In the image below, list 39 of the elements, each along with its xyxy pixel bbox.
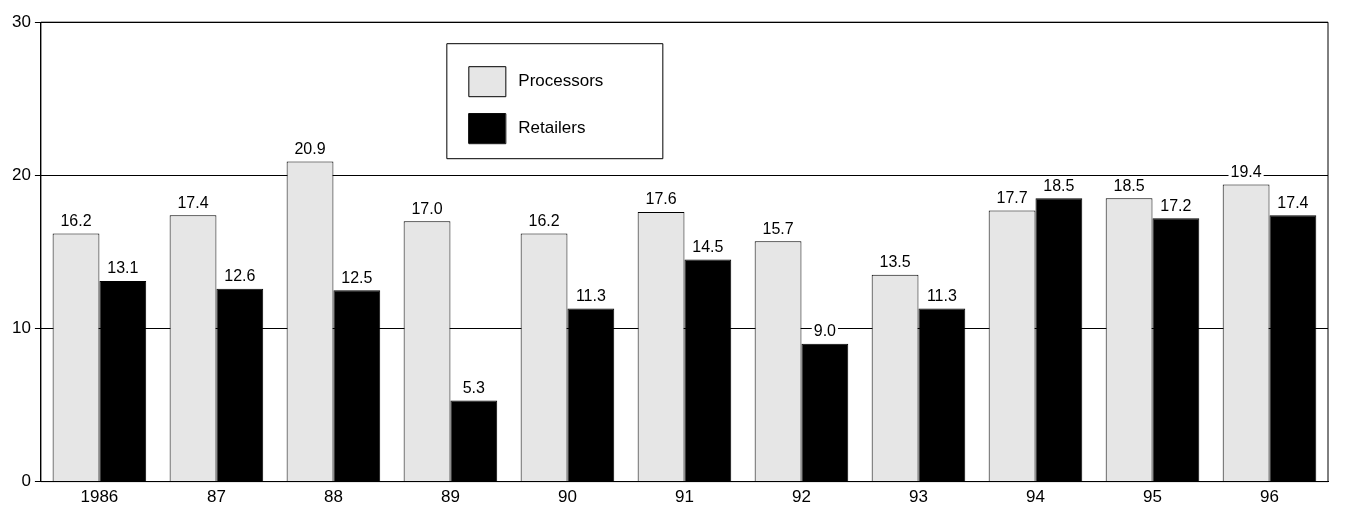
data-label: 17.6 bbox=[645, 190, 677, 208]
y-tick-label: 10 bbox=[11, 318, 31, 338]
x-tick-label: 95 bbox=[1143, 487, 1162, 507]
data-label: 17.0 bbox=[411, 199, 443, 217]
data-label: 11.3 bbox=[926, 286, 957, 304]
data-label: 12.6 bbox=[224, 267, 256, 285]
data-label: 14.5 bbox=[692, 237, 724, 255]
x-tick-label: 93 bbox=[909, 487, 928, 507]
data-label: 15.7 bbox=[762, 219, 794, 237]
data-label: 18.5 bbox=[1113, 176, 1145, 194]
x-tick-label: 1986 bbox=[80, 487, 119, 507]
data-label: 19.4 bbox=[1230, 162, 1262, 180]
data-label: 5.3 bbox=[462, 378, 486, 396]
x-tick-label: 91 bbox=[674, 487, 694, 507]
data-label: 12.5 bbox=[341, 268, 373, 286]
data-label: 20.9 bbox=[294, 139, 326, 157]
data-label: 13.5 bbox=[879, 253, 911, 271]
x-tick-label: 92 bbox=[792, 487, 811, 507]
x-tick-label: 88 bbox=[323, 487, 343, 507]
data-label: 9.0 bbox=[813, 322, 837, 340]
data-label: 17.4 bbox=[1277, 193, 1309, 211]
x-tick-label: 87 bbox=[206, 487, 226, 507]
x-tick-label: 96 bbox=[1260, 487, 1279, 507]
data-label: 17.2 bbox=[1160, 196, 1192, 214]
x-tick-label: 89 bbox=[440, 487, 460, 507]
data-label: 17.7 bbox=[996, 188, 1028, 206]
data-label: 13.1 bbox=[107, 259, 139, 277]
y-tick-label: 20 bbox=[11, 165, 31, 185]
x-tick-label: 94 bbox=[1026, 487, 1045, 507]
y-tick-label: 30 bbox=[11, 11, 31, 31]
data-label: 16.2 bbox=[528, 211, 560, 229]
data-label: 17.4 bbox=[177, 193, 209, 211]
y-tick-label: 0 bbox=[21, 471, 31, 491]
data-label: 16.2 bbox=[60, 211, 92, 229]
legend-label: Retailers bbox=[518, 117, 586, 137]
legend-label: Processors bbox=[518, 70, 604, 90]
data-label: 18.5 bbox=[1043, 176, 1075, 194]
x-tick-label: 90 bbox=[557, 487, 577, 507]
data-label: 11.3 bbox=[575, 286, 606, 304]
